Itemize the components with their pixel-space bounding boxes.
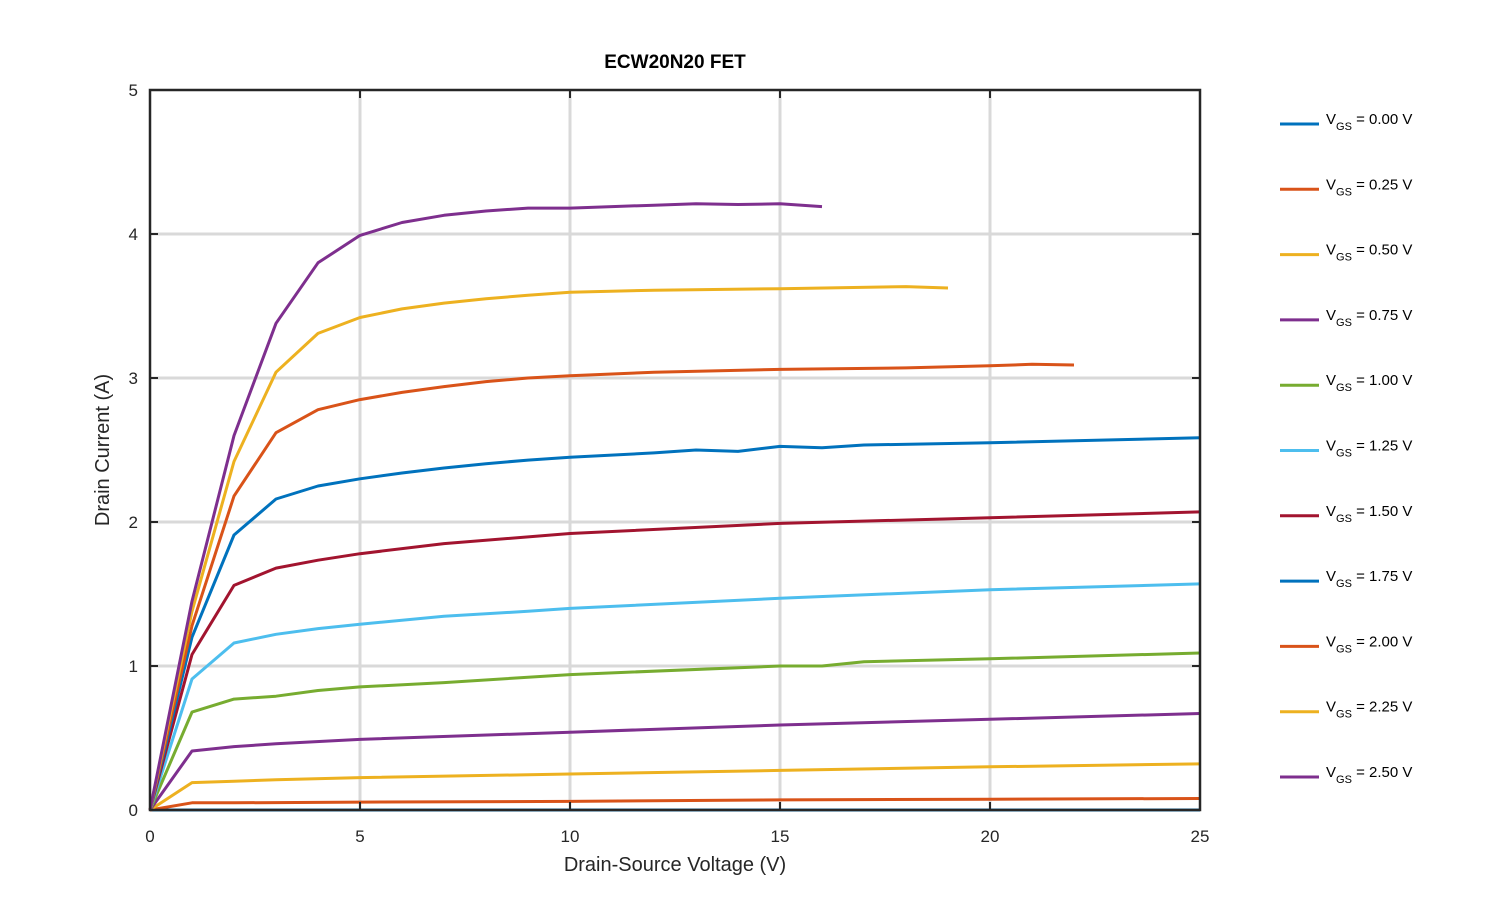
legend-label: VGS = 1.00 V [1326, 372, 1412, 394]
legend-label-main: V [1326, 568, 1336, 585]
legend-label-main: V [1326, 699, 1336, 716]
legend-label-subscript: GS [1336, 643, 1352, 655]
legend-label-subscript: GS [1336, 448, 1352, 460]
legend-label-subscript: GS [1336, 513, 1352, 525]
legend-label-main: V [1326, 242, 1336, 259]
legend-label-subscript: GS [1336, 186, 1352, 198]
legend-label-main: V [1326, 633, 1336, 650]
legend-label-rest: = 1.75 V [1352, 568, 1412, 585]
legend-label: VGS = 0.50 V [1326, 242, 1412, 264]
legend-label-main: V [1326, 503, 1336, 520]
legend-item: VGS = 1.50 V [1280, 503, 1412, 525]
y-tick-label: 4 [129, 225, 138, 244]
legend-label-main: V [1326, 372, 1336, 389]
legend-label-main: V [1326, 111, 1336, 128]
axis-ticks: 0 5 10 15 20 25 0 1 2 3 4 5 [129, 81, 1210, 846]
x-tick-label: 15 [771, 827, 790, 846]
legend-label-subscript: GS [1336, 317, 1352, 329]
y-tick-label: 2 [129, 513, 138, 532]
legend-label-subscript: GS [1336, 578, 1352, 590]
legend-item: VGS = 2.50 V [1280, 764, 1412, 786]
legend-label: VGS = 1.50 V [1326, 503, 1412, 525]
legend-label-rest: = 0.75 V [1352, 307, 1412, 324]
grid [150, 90, 1200, 810]
data-lines [148, 202, 1201, 812]
legend-label-main: V [1326, 764, 1336, 781]
legend-label-subscript: GS [1336, 709, 1352, 721]
legend-label-rest: = 1.50 V [1352, 503, 1412, 520]
series-line-3 [148, 712, 1201, 811]
legend-label: VGS = 2.50 V [1326, 764, 1412, 786]
legend-label: VGS = 0.25 V [1326, 176, 1412, 198]
legend-label: VGS = 0.00 V [1326, 111, 1412, 133]
series-line-9 [148, 285, 949, 811]
legend-item: VGS = 2.25 V [1280, 699, 1412, 721]
legend-label-rest: = 1.25 V [1352, 438, 1412, 455]
series-line-7 [148, 436, 1201, 811]
series-line-4 [148, 651, 1201, 811]
legend-label: VGS = 0.75 V [1326, 307, 1412, 329]
x-tick-label: 0 [145, 827, 154, 846]
series-line-10 [148, 202, 823, 811]
y-axis-label: Drain Current (A) [92, 374, 114, 526]
legend-label-rest: = 0.00 V [1352, 111, 1412, 128]
legend-label-rest: = 1.00 V [1352, 372, 1412, 389]
legend-label-main: V [1326, 307, 1336, 324]
x-tick-label: 10 [561, 827, 580, 846]
legend-item: VGS = 2.00 V [1280, 633, 1412, 655]
y-tick-label: 0 [129, 801, 138, 820]
legend-item: VGS = 0.00 V [1280, 111, 1412, 133]
legend-label: VGS = 1.25 V [1326, 438, 1412, 460]
legend-label-rest: = 2.00 V [1352, 633, 1412, 650]
legend-item: VGS = 1.75 V [1280, 568, 1412, 590]
legend-label-rest: = 0.25 V [1352, 176, 1412, 193]
legend-item: VGS = 0.50 V [1280, 242, 1412, 264]
series-line-2 [149, 762, 1201, 812]
series-line-6 [148, 510, 1201, 811]
legend-label-rest: = 0.50 V [1352, 242, 1412, 259]
legend-label: VGS = 1.75 V [1326, 568, 1412, 590]
legend-label-main: V [1326, 176, 1336, 193]
y-tick-label: 5 [129, 81, 138, 100]
legend-label: VGS = 2.00 V [1326, 633, 1412, 655]
series-line-5 [148, 582, 1201, 811]
x-tick-label: 5 [355, 827, 364, 846]
x-axis-label: Drain-Source Voltage (V) [564, 854, 786, 876]
legend-label-rest: = 2.25 V [1352, 699, 1412, 716]
legend-label-subscript: GS [1336, 382, 1352, 394]
chart-title: ECW20N20 FET [604, 52, 746, 73]
legend-label-subscript: GS [1336, 774, 1352, 786]
legend-item: VGS = 1.25 V [1280, 438, 1412, 460]
legend-label-subscript: GS [1336, 121, 1352, 133]
legend-label-subscript: GS [1336, 252, 1352, 264]
legend-label-main: V [1326, 438, 1336, 455]
legend-item: VGS = 1.00 V [1280, 372, 1412, 394]
y-tick-label: 3 [129, 369, 138, 388]
plot-frame [148, 88, 1202, 812]
x-tick-label: 25 [1191, 827, 1210, 846]
legend-label: VGS = 2.25 V [1326, 699, 1412, 721]
legend-item: VGS = 0.25 V [1280, 176, 1412, 198]
x-tick-label: 20 [981, 827, 1000, 846]
series-line-8 [148, 362, 1075, 811]
legend-item: VGS = 0.75 V [1280, 307, 1412, 329]
legend-label-rest: = 2.50 V [1352, 764, 1412, 781]
series-line-1 [149, 797, 1201, 812]
y-tick-label: 1 [129, 657, 138, 676]
